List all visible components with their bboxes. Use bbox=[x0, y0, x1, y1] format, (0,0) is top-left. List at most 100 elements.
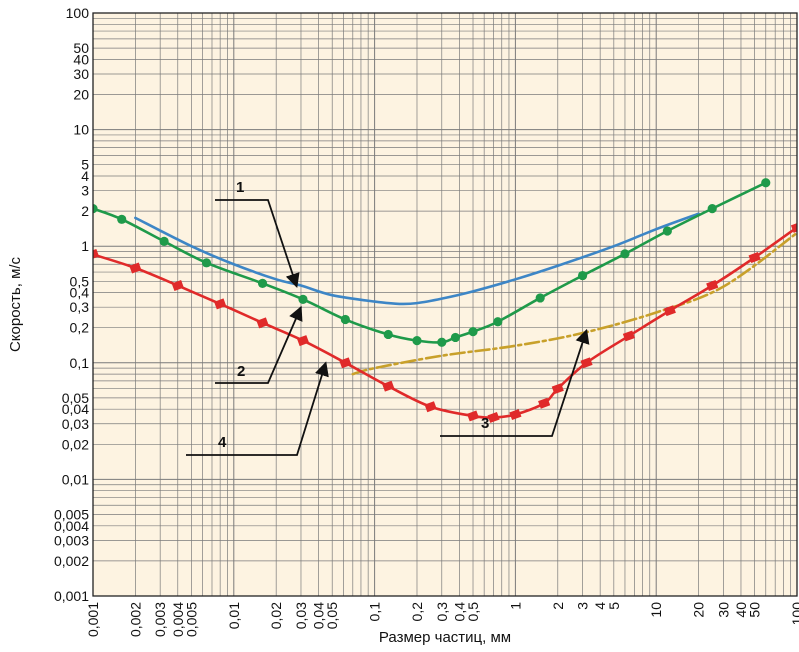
data-point-4 bbox=[663, 305, 676, 317]
data-point-4 bbox=[509, 409, 522, 421]
y-tick-label: 0,03 bbox=[62, 416, 89, 432]
series-2 bbox=[93, 178, 771, 347]
y-tick-label: 4 bbox=[81, 168, 89, 184]
data-point-2 bbox=[450, 332, 461, 343]
x-tick-label: 0,01 bbox=[226, 602, 242, 629]
data-point-2 bbox=[117, 214, 127, 224]
annotation-leader-3 bbox=[440, 328, 590, 437]
plot-background bbox=[93, 13, 797, 596]
y-tick-label: 0,05 bbox=[62, 390, 89, 406]
x-tick-label: 0,005 bbox=[183, 602, 199, 637]
data-point-4 bbox=[214, 298, 227, 310]
data-point-2 bbox=[662, 226, 672, 236]
data-point-2 bbox=[707, 204, 717, 214]
annotation-label-1: 1 bbox=[236, 179, 244, 196]
annotation-leader-1 bbox=[215, 199, 300, 289]
y-tick-label: 0,04 bbox=[62, 401, 89, 417]
data-point-2 bbox=[437, 337, 447, 347]
y-axis-title: Скорость, м/с bbox=[7, 256, 24, 352]
y-tick-label: 0,02 bbox=[62, 436, 89, 452]
x-tick-label: 0,2 bbox=[409, 602, 425, 622]
x-axis-title: Размер частиц, мм bbox=[379, 629, 511, 646]
annotation-leader-2 bbox=[215, 305, 303, 384]
data-point-2 bbox=[412, 336, 422, 346]
grid bbox=[93, 13, 797, 596]
y-tick-label: 2 bbox=[81, 203, 89, 219]
y-tick-label: 0,5 bbox=[70, 273, 90, 289]
data-point-4 bbox=[256, 317, 269, 329]
data-point-2 bbox=[620, 249, 630, 259]
series-4 bbox=[93, 221, 797, 423]
x-tick-label: 0,003 bbox=[152, 602, 168, 637]
data-point-2 bbox=[93, 204, 98, 214]
y-tick-label: 5 bbox=[81, 157, 89, 173]
data-point-2 bbox=[159, 236, 169, 246]
data-point-2 bbox=[493, 317, 503, 327]
x-tick-label: 10 bbox=[648, 602, 664, 618]
y-tick-label: 40 bbox=[73, 51, 89, 67]
data-point-4 bbox=[466, 410, 480, 422]
data-point-4 bbox=[580, 357, 593, 369]
x-tick-label: 0,002 bbox=[127, 602, 143, 637]
x-tick-label: 4 bbox=[592, 602, 608, 610]
x-tick-label: 40 bbox=[733, 602, 749, 618]
x-tick-label: 20 bbox=[691, 602, 707, 618]
x-tick-label: 5 bbox=[606, 602, 622, 610]
data-point-4 bbox=[551, 383, 564, 395]
data-point-4 bbox=[706, 280, 719, 291]
annotation-2: 2 bbox=[215, 305, 303, 384]
x-tick-label: 0,02 bbox=[268, 602, 284, 629]
data-point-4 bbox=[538, 397, 551, 409]
series-layer bbox=[93, 178, 797, 423]
data-point-2 bbox=[383, 329, 393, 340]
y-tick-label: 20 bbox=[73, 86, 89, 102]
series-line-1 bbox=[134, 212, 700, 306]
data-point-2 bbox=[201, 258, 212, 268]
data-point-2 bbox=[257, 278, 268, 288]
x-tick-label: 0,004 bbox=[170, 602, 186, 637]
y-tick-label: 0,004 bbox=[54, 518, 89, 534]
annotation-label-3: 3 bbox=[481, 415, 489, 432]
y-tick-label: 3 bbox=[81, 183, 89, 199]
x-tick-label: 1 bbox=[507, 602, 523, 610]
y-tick-label: 1 bbox=[81, 238, 89, 254]
annotation-4: 4 bbox=[186, 361, 329, 456]
x-tick-label: 3 bbox=[575, 602, 591, 610]
data-point-2 bbox=[340, 314, 350, 325]
series-1 bbox=[134, 212, 700, 306]
x-tick-label: 0,1 bbox=[367, 602, 383, 622]
annotations: 1 2 3 4 bbox=[186, 179, 590, 456]
y-tick-label: 0,005 bbox=[54, 507, 89, 523]
y-tick-label: 10 bbox=[73, 122, 89, 138]
x-tick-label: 0,04 bbox=[311, 602, 327, 629]
x-tick-label: 0,03 bbox=[293, 602, 309, 629]
x-tick-label: 0,05 bbox=[324, 602, 340, 629]
data-point-4 bbox=[129, 262, 142, 274]
y-tick-label: 0,3 bbox=[70, 299, 90, 315]
y-tick-label: 0,002 bbox=[54, 553, 89, 569]
data-point-4 bbox=[339, 357, 352, 369]
x-tick-label: 0,001 bbox=[85, 602, 101, 637]
data-point-4 bbox=[748, 252, 761, 263]
data-point-2 bbox=[468, 327, 478, 337]
x-tick-label: 30 bbox=[715, 602, 731, 618]
data-point-4 bbox=[93, 248, 100, 260]
y-tick-label: 0,4 bbox=[70, 285, 90, 301]
y-tick-label: 0,01 bbox=[62, 471, 89, 487]
series-3 bbox=[351, 231, 797, 376]
data-point-4 bbox=[487, 411, 500, 423]
y-tick-label: 0,001 bbox=[54, 588, 89, 604]
x-tick-label: 0,3 bbox=[434, 602, 450, 622]
x-tick-label: 0,5 bbox=[465, 602, 481, 622]
y-tick-label: 0,003 bbox=[54, 532, 89, 548]
data-point-2 bbox=[298, 294, 308, 304]
data-point-4 bbox=[622, 330, 635, 342]
series-line-3 bbox=[351, 231, 797, 376]
y-tick-label: 50 bbox=[73, 40, 89, 56]
data-point-2 bbox=[577, 270, 588, 281]
data-point-2 bbox=[535, 293, 545, 303]
annotation-3: 3 bbox=[440, 328, 590, 437]
y-tick-label: 100 bbox=[66, 5, 90, 21]
